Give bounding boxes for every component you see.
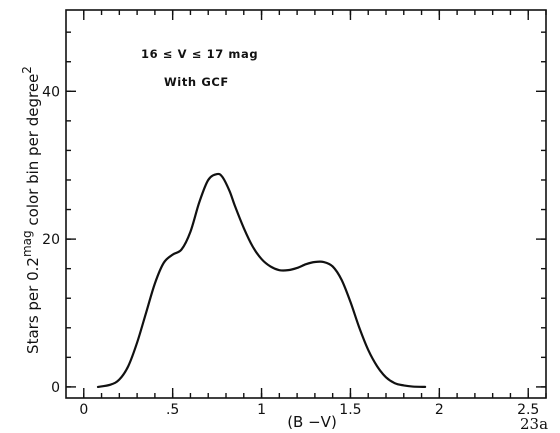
y-tick-label: 40 — [42, 84, 60, 100]
plot-border — [65, 9, 547, 399]
x-tick-label: 1 — [257, 402, 266, 418]
annotation-magnitude-range: 16 ≤ V ≤ 17 mag — [141, 47, 258, 61]
y-axis-label-sup-2: 2 — [20, 66, 34, 74]
x-tick-label: 1.5 — [339, 402, 361, 418]
axis-ticks — [66, 10, 547, 398]
series-layer — [96, 172, 427, 389]
y-axis-label-sup-mag: mag — [20, 230, 34, 257]
x-tick-label: 0 — [79, 402, 88, 418]
annotation-with-gcf: With GCF — [164, 75, 229, 89]
y-tick-label: 0 — [51, 380, 60, 396]
y-axis-label: Stars per 0.2mag color bin per degree2 — [20, 66, 42, 354]
x-tick-label: .5 — [166, 402, 179, 418]
x-tick-label: 2 — [435, 402, 444, 418]
x-tick-label: 2.5 — [517, 402, 539, 418]
series-line — [96, 172, 427, 389]
axis-tick-labels: 0 .5 1 1.5 2 2.5 0 20 40 — [42, 84, 539, 418]
x-axis-label: (B −V) — [287, 413, 337, 431]
y-axis-label-middle: color bin per degree — [24, 74, 42, 231]
figure-label: 23a — [520, 415, 548, 433]
y-tick-label: 20 — [42, 232, 60, 248]
y-axis-label-main: Stars per 0.2 — [24, 257, 42, 354]
plot-frame — [65, 9, 547, 399]
